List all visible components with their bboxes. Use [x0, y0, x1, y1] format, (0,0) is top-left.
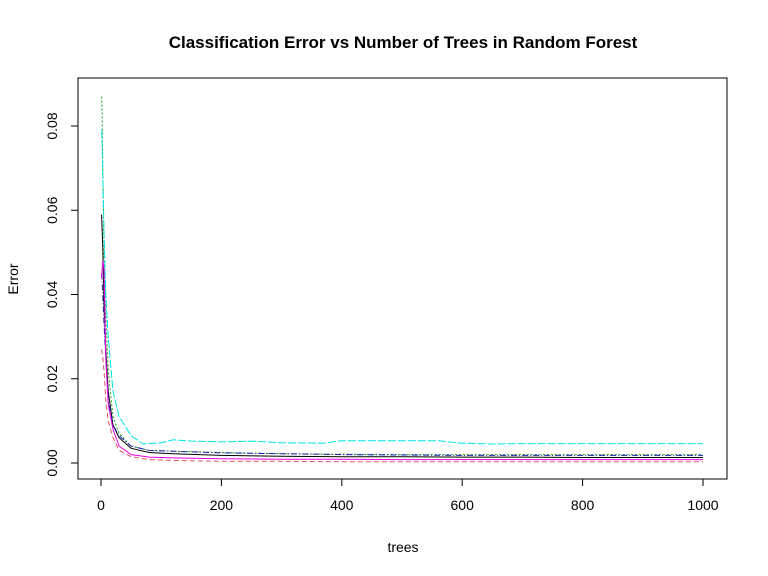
series-line-1: [101, 214, 703, 458]
x-tick-label: 600: [451, 497, 475, 513]
y-tick-label: 0.02: [44, 365, 60, 392]
x-tick-label: 0: [97, 497, 105, 513]
y-tick-label: 0.00: [44, 449, 60, 476]
y-tick-label: 0.04: [44, 281, 60, 308]
x-tick-label: 200: [210, 497, 234, 513]
series-line-4: [101, 273, 703, 456]
series-line-5: [101, 130, 703, 445]
series-line-6: [101, 260, 703, 461]
y-tick-label: 0.06: [44, 196, 60, 223]
x-axis-label: trees: [387, 539, 418, 555]
x-tick-label: 1000: [687, 497, 718, 513]
x-axis: 0 200 400 600 800 1000: [97, 478, 719, 513]
x-tick-label: 800: [571, 497, 595, 513]
series-layer: [101, 96, 703, 463]
y-tick-label: 0.08: [44, 112, 60, 139]
y-axis-label: Error: [5, 263, 21, 294]
y-axis: 0.00 0.02 0.04 0.06 0.08: [44, 112, 79, 477]
plot-frame: [77, 77, 728, 480]
series-line-3: [101, 96, 703, 456]
x-tick-label: 400: [330, 497, 354, 513]
series-line-2: [101, 349, 703, 463]
chart-title: Classification Error vs Number of Trees …: [169, 33, 638, 52]
